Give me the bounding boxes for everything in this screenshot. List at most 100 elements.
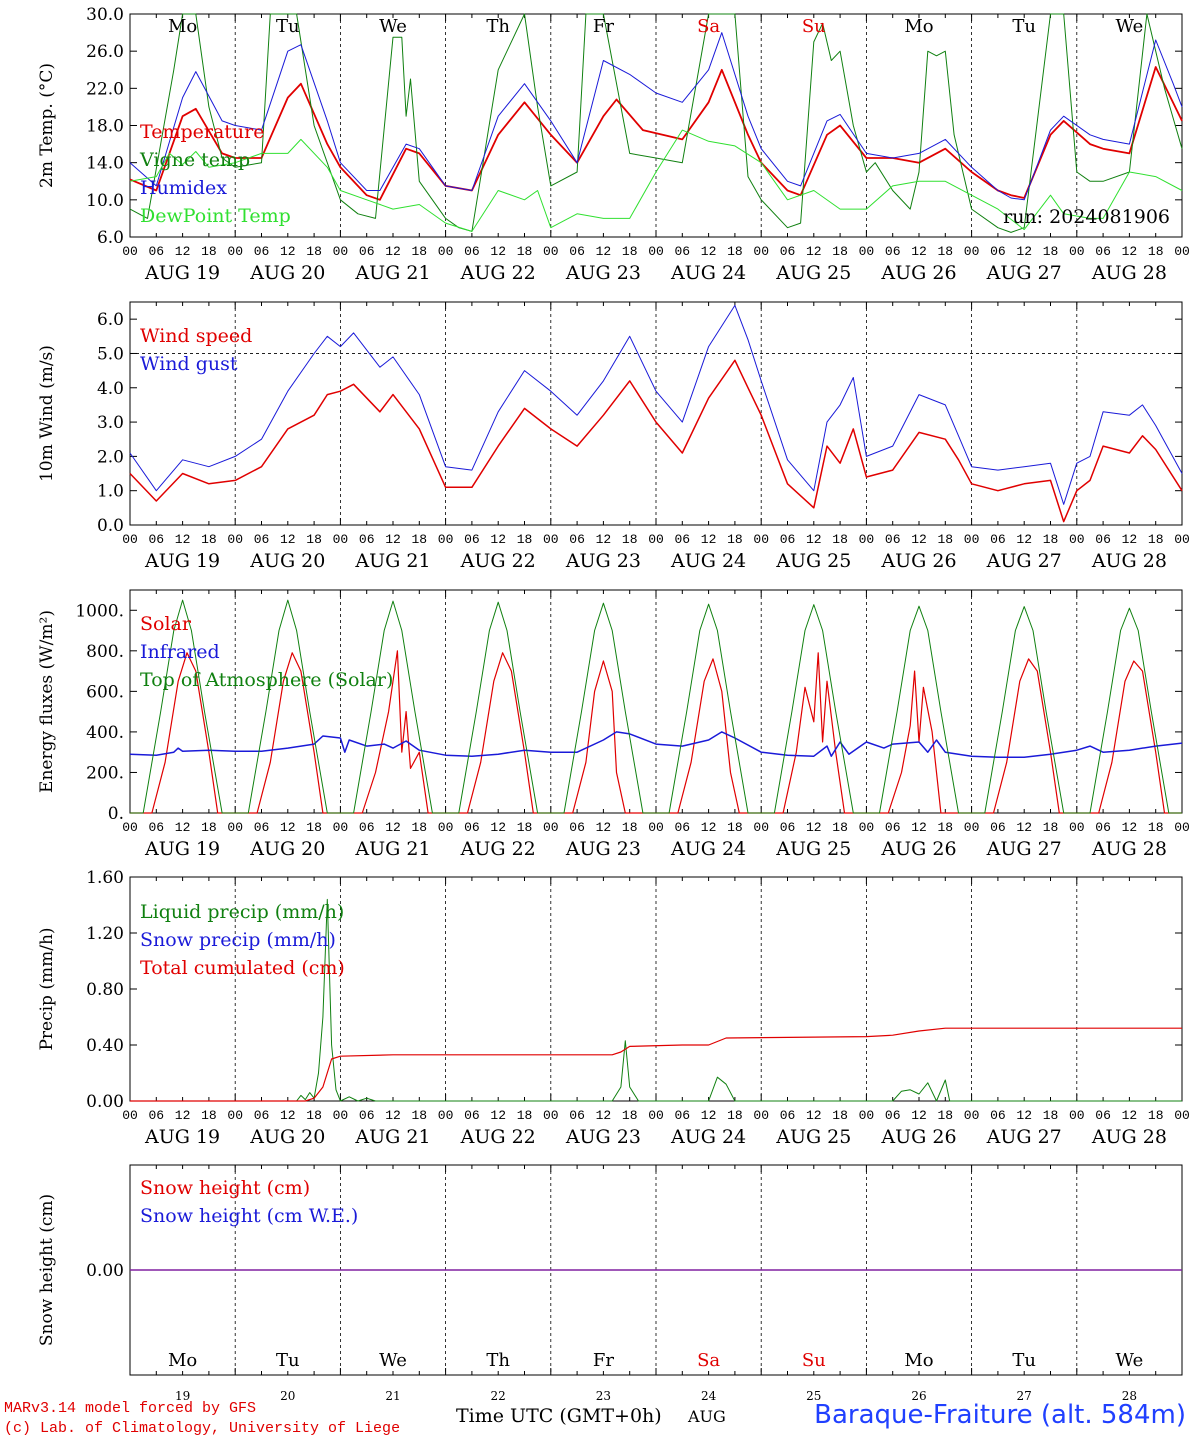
day-label: AUG 24	[670, 262, 746, 284]
hour-tick-label: 06	[359, 1108, 375, 1123]
hour-tick-label: 12	[806, 820, 822, 835]
hour-tick-label: 00	[227, 1108, 243, 1123]
hour-tick-label: 00	[1069, 532, 1085, 547]
weekday-label: Sa	[697, 16, 720, 37]
y-tick-label: 800.	[86, 642, 124, 662]
hour-tick-label: 06	[780, 1108, 796, 1123]
y-tick-label: 0.40	[86, 1036, 124, 1056]
weekday-label: Mo	[904, 16, 933, 37]
hour-tick-label: 00	[753, 1108, 769, 1123]
hour-tick-label: 06	[990, 244, 1006, 259]
hour-tick-label: 18	[727, 820, 743, 835]
y-tick-label: 0.80	[86, 980, 124, 1000]
hour-tick-label: 18	[832, 532, 848, 547]
y-tick-label: 18.0	[86, 117, 124, 137]
hour-tick-label: 00	[859, 244, 875, 259]
hour-tick-label: 12	[806, 244, 822, 259]
hour-tick-label: 18	[832, 244, 848, 259]
hour-tick-label: 00	[543, 1108, 559, 1123]
day-number-label: 23	[596, 1389, 611, 1403]
hour-tick-label: 00	[1069, 1108, 1085, 1123]
series-line	[129, 129, 1183, 232]
hour-tick-label: 06	[464, 244, 480, 259]
hour-tick-label: 18	[937, 1108, 953, 1123]
weekday-label: We	[1116, 16, 1144, 37]
hour-tick-label: 18	[1043, 244, 1059, 259]
hour-tick-label: 00	[122, 820, 138, 835]
day-label: AUG 23	[565, 550, 641, 572]
day-label: AUG 27	[986, 550, 1062, 572]
hour-tick-label: 18	[517, 1108, 533, 1123]
hour-tick-label: 06	[780, 532, 796, 547]
y-tick-label: 400.	[86, 723, 124, 743]
hour-tick-label: 06	[359, 820, 375, 835]
day-label: AUG 20	[249, 550, 325, 572]
month-label: AUG	[688, 1407, 726, 1426]
hour-tick-label: 18	[306, 244, 322, 259]
day-label: AUG 22	[460, 550, 536, 572]
hour-tick-label: 06	[885, 244, 901, 259]
hour-tick-label: 18	[622, 532, 638, 547]
hour-tick-label: 00	[543, 532, 559, 547]
legend-entry: Infrared	[140, 641, 220, 663]
hour-tick-label: 00	[333, 1108, 349, 1123]
hour-tick-label: 00	[438, 820, 454, 835]
hour-tick-label: 06	[1095, 1108, 1111, 1123]
hour-tick-label: 18	[517, 820, 533, 835]
hour-tick-label: 06	[359, 244, 375, 259]
hour-tick-label: 18	[201, 820, 217, 835]
hour-tick-label: 06	[359, 532, 375, 547]
day-number-label: 20	[280, 1389, 295, 1403]
hour-tick-label: 12	[596, 244, 612, 259]
day-number-label: 19	[175, 1389, 190, 1403]
y-tick-label: 10.0	[86, 191, 124, 211]
hour-tick-label: 12	[385, 820, 401, 835]
y-tick-label: 3.0	[97, 413, 124, 433]
weekday-label: Sa	[697, 1350, 720, 1371]
day-label: AUG 22	[460, 838, 536, 860]
hour-tick-label: 18	[622, 244, 638, 259]
hour-tick-label: 12	[911, 244, 927, 259]
hour-tick-label: 12	[911, 820, 927, 835]
hour-tick-label: 00	[122, 244, 138, 259]
hour-tick-label: 12	[701, 1108, 717, 1123]
y-tick-label: 1.0	[97, 482, 124, 502]
day-label: AUG 27	[986, 1126, 1062, 1148]
hour-tick-label: 00	[859, 1108, 875, 1123]
hour-tick-label: 12	[701, 820, 717, 835]
series-line	[130, 898, 1182, 1102]
hour-tick-label: 00	[859, 532, 875, 547]
hour-tick-label: 18	[201, 244, 217, 259]
day-label: AUG 20	[249, 1126, 325, 1148]
legend-entry: Temperature	[140, 121, 264, 143]
y-tick-label: 0.00	[86, 1261, 124, 1281]
weekday-label: Tu	[1012, 1350, 1036, 1371]
day-label: AUG 28	[1091, 262, 1167, 284]
hour-tick-label: 12	[175, 532, 191, 547]
legend-entry: Liquid precip (mm/h)	[140, 901, 344, 923]
legend-entry: Snow height (cm W.E.)	[140, 1205, 358, 1227]
series-line	[130, 650, 1182, 814]
weekday-label: Tu	[276, 16, 300, 37]
panel-1: 6.0 10.0 14.0 18.0 22.0 26.0 30.0 2m Temp. (°C)…	[37, 5, 1190, 284]
day-number-label: 25	[806, 1389, 821, 1403]
hour-tick-label: 00	[1069, 244, 1085, 259]
hour-tick-label: 00	[1174, 244, 1190, 259]
hour-tick-label: 12	[911, 1108, 927, 1123]
hour-tick-label: 18	[1043, 532, 1059, 547]
series-line	[129, 731, 1183, 759]
hour-tick-label: 12	[280, 532, 296, 547]
plot-frame	[129, 589, 1183, 814]
hour-tick-label: 00	[648, 532, 664, 547]
hour-tick-label: 18	[411, 244, 427, 259]
legend-entry: Solar	[140, 613, 192, 635]
y-axis-title: 10m Wind (m/s)	[37, 345, 57, 482]
hour-tick-label: 00	[543, 244, 559, 259]
hour-tick-label: 00	[964, 244, 980, 259]
hour-tick-label: 00	[543, 820, 559, 835]
hour-tick-label: 18	[411, 820, 427, 835]
plot-frame	[129, 301, 1183, 526]
hour-tick-label: 00	[438, 532, 454, 547]
hour-tick-label: 18	[832, 1108, 848, 1123]
hour-tick-label: 06	[148, 244, 164, 259]
